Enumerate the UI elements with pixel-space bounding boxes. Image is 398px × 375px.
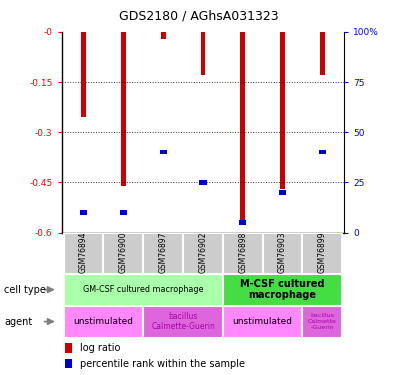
Bar [302, 232, 342, 274]
Text: GSM76902: GSM76902 [199, 231, 207, 273]
Bar [64, 343, 72, 353]
Text: percentile rank within the sample: percentile rank within the sample [80, 358, 245, 369]
Text: bacillus
Calmette-Guerin: bacillus Calmette-Guerin [151, 312, 215, 331]
Text: GSM76894: GSM76894 [79, 231, 88, 273]
Bar [103, 232, 143, 274]
Bar [320, 32, 325, 75]
Bar [279, 190, 286, 195]
Text: cell type: cell type [4, 285, 46, 295]
Bar [81, 32, 86, 117]
Bar [223, 306, 302, 338]
Text: GSM76897: GSM76897 [159, 231, 168, 273]
Text: M-CSF cultured
macrophage: M-CSF cultured macrophage [240, 279, 325, 300]
Bar [80, 210, 87, 214]
Text: GSM76900: GSM76900 [119, 231, 128, 273]
Text: GSM76898: GSM76898 [238, 232, 247, 273]
Bar [201, 32, 205, 75]
Bar [302, 306, 342, 338]
Text: GSM76899: GSM76899 [318, 231, 327, 273]
Bar [240, 32, 245, 222]
Bar [223, 232, 263, 274]
Text: unstimulated: unstimulated [74, 317, 133, 326]
Bar [64, 358, 72, 368]
Bar [120, 210, 127, 214]
Bar [263, 232, 302, 274]
Bar [161, 32, 166, 39]
Bar [319, 150, 326, 154]
Text: bacillus
Calmette
-Guerin: bacillus Calmette -Guerin [308, 313, 337, 330]
Text: log ratio: log ratio [80, 343, 121, 353]
Text: GDS2180 / AGhsA031323: GDS2180 / AGhsA031323 [119, 9, 279, 22]
Bar [239, 220, 246, 225]
Bar [199, 180, 207, 184]
Bar [64, 306, 143, 338]
Bar [223, 274, 342, 306]
Text: GM-CSF cultured macrophage: GM-CSF cultured macrophage [83, 285, 203, 294]
Bar [143, 306, 223, 338]
Bar [64, 232, 103, 274]
Bar [160, 150, 167, 154]
Text: agent: agent [4, 316, 32, 327]
Text: GSM76903: GSM76903 [278, 231, 287, 273]
Bar [183, 232, 223, 274]
Text: unstimulated: unstimulated [233, 317, 293, 326]
Bar [121, 32, 126, 186]
Bar [64, 274, 223, 306]
Bar [143, 232, 183, 274]
Bar [280, 32, 285, 189]
